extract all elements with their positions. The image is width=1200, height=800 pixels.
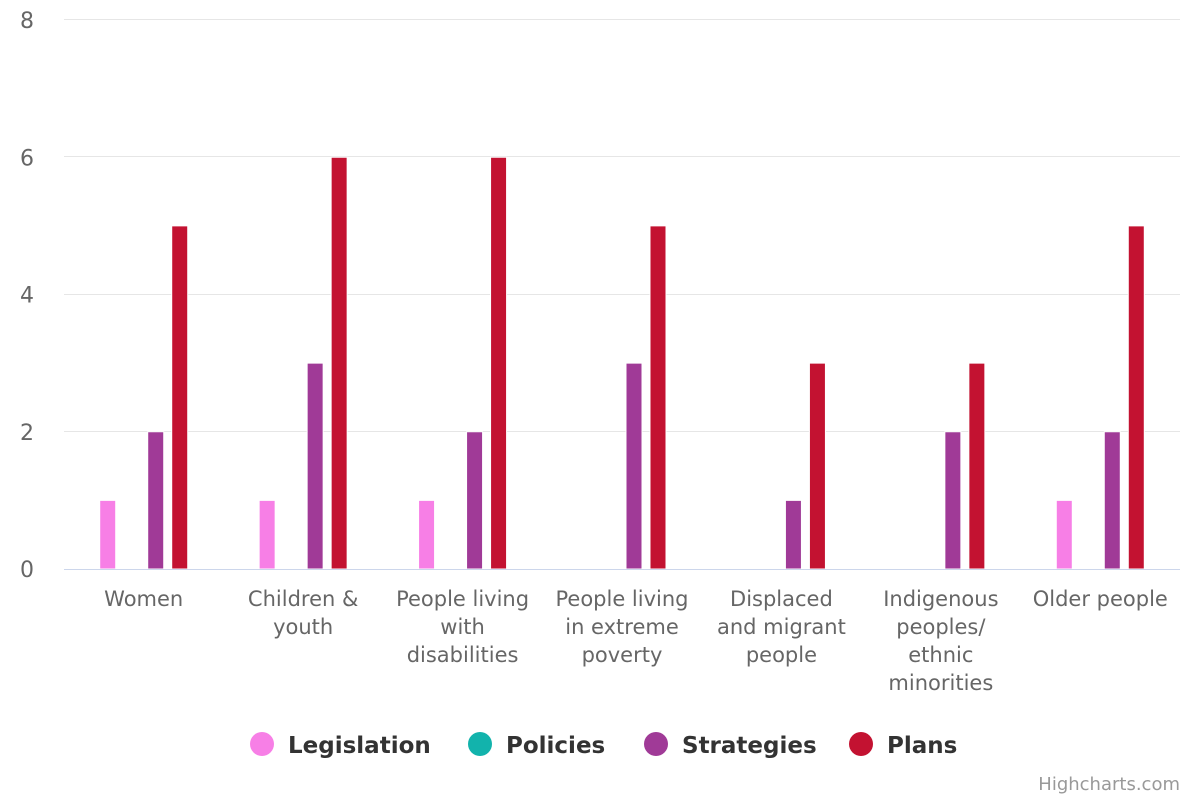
bar-strategies-1[interactable] xyxy=(306,362,324,570)
legend-label: Legislation xyxy=(288,733,431,759)
legend: Legislation Policies Strategies Plans xyxy=(250,732,957,759)
legend-item-strategies[interactable]: Strategies xyxy=(644,732,817,759)
x-category-label-line: people xyxy=(746,643,817,667)
legend-label: Policies xyxy=(506,733,605,759)
y-tick-label: 2 xyxy=(20,421,34,446)
x-category-label: Children & youth xyxy=(248,587,358,639)
grid-lines xyxy=(64,19,1180,432)
bar-legislation-1[interactable] xyxy=(258,499,276,570)
bar-plans-6[interactable] xyxy=(1127,225,1145,570)
bar-legislation-0[interactable] xyxy=(99,499,117,570)
y-axis-tick-labels: 0 2 4 6 8 xyxy=(20,9,34,583)
bar-plans-4[interactable] xyxy=(808,362,826,570)
x-category-label: Displaced and migrant people xyxy=(717,587,846,667)
x-category-label-line: poverty xyxy=(582,643,663,667)
bar-strategies-3[interactable] xyxy=(625,362,643,570)
bar-legislation-6[interactable] xyxy=(1055,499,1073,570)
x-category-label: People living with disabilities xyxy=(396,587,529,667)
x-category-label-line: youth xyxy=(273,615,333,639)
x-category-label-line: peoples/ xyxy=(896,615,986,639)
bar-strategies-5[interactable] xyxy=(944,431,962,570)
bar-strategies-2[interactable] xyxy=(466,431,484,570)
x-category-label-line: ethnic xyxy=(908,643,973,667)
x-category-label-line: People living xyxy=(555,587,688,611)
x-category-label-line: in extreme xyxy=(565,615,679,639)
legend-item-policies[interactable]: Policies xyxy=(468,732,605,759)
legend-marker-policies xyxy=(468,732,492,756)
legend-marker-plans xyxy=(849,732,873,756)
bars xyxy=(99,156,1145,570)
x-axis-category-labels: Women Children & youth People living with dis… xyxy=(104,587,1168,695)
x-category-label-line: with xyxy=(440,615,485,639)
bar-plans-2[interactable] xyxy=(490,156,508,570)
x-category-label: Older people xyxy=(1033,587,1168,611)
legend-marker-legislation xyxy=(250,732,274,756)
x-category-label-line: Displaced xyxy=(730,587,833,611)
bar-plans-5[interactable] xyxy=(968,362,986,570)
legend-item-plans[interactable]: Plans xyxy=(849,732,957,759)
x-category-label-line: Women xyxy=(104,587,183,611)
legend-label: Strategies xyxy=(682,733,817,759)
bar-strategies-0[interactable] xyxy=(147,431,165,570)
bar-legislation-2[interactable] xyxy=(418,499,436,570)
x-category-label: Women xyxy=(104,587,183,611)
x-category-label-line: and migrant xyxy=(717,615,846,639)
legend-marker-strategies xyxy=(644,732,668,756)
x-category-label-line: Indigenous xyxy=(883,587,998,611)
bar-plans-0[interactable] xyxy=(171,225,189,570)
x-category-label: People living in extreme poverty xyxy=(555,587,688,667)
legend-item-legislation[interactable]: Legislation xyxy=(250,732,431,759)
y-tick-label: 4 xyxy=(20,284,34,309)
x-category-label-line: Older people xyxy=(1033,587,1168,611)
x-category-label-line: People living xyxy=(396,587,529,611)
x-category-label-line: disabilities xyxy=(407,643,519,667)
bar-strategies-4[interactable] xyxy=(784,499,802,570)
x-category-label-line: minorities xyxy=(888,671,993,695)
bar-plans-1[interactable] xyxy=(330,156,348,570)
x-category-label-line: Children & xyxy=(248,587,358,611)
bar-plans-3[interactable] xyxy=(649,225,667,570)
credits-link[interactable]: Highcharts.com xyxy=(1038,774,1180,795)
y-tick-label: 0 xyxy=(20,558,34,583)
x-category-label: Indigenous peoples/ethnic minorities xyxy=(883,587,998,695)
y-tick-label: 6 xyxy=(20,146,34,171)
y-tick-label: 8 xyxy=(20,9,34,34)
bar-strategies-6[interactable] xyxy=(1103,431,1121,570)
legend-label: Plans xyxy=(887,733,957,759)
